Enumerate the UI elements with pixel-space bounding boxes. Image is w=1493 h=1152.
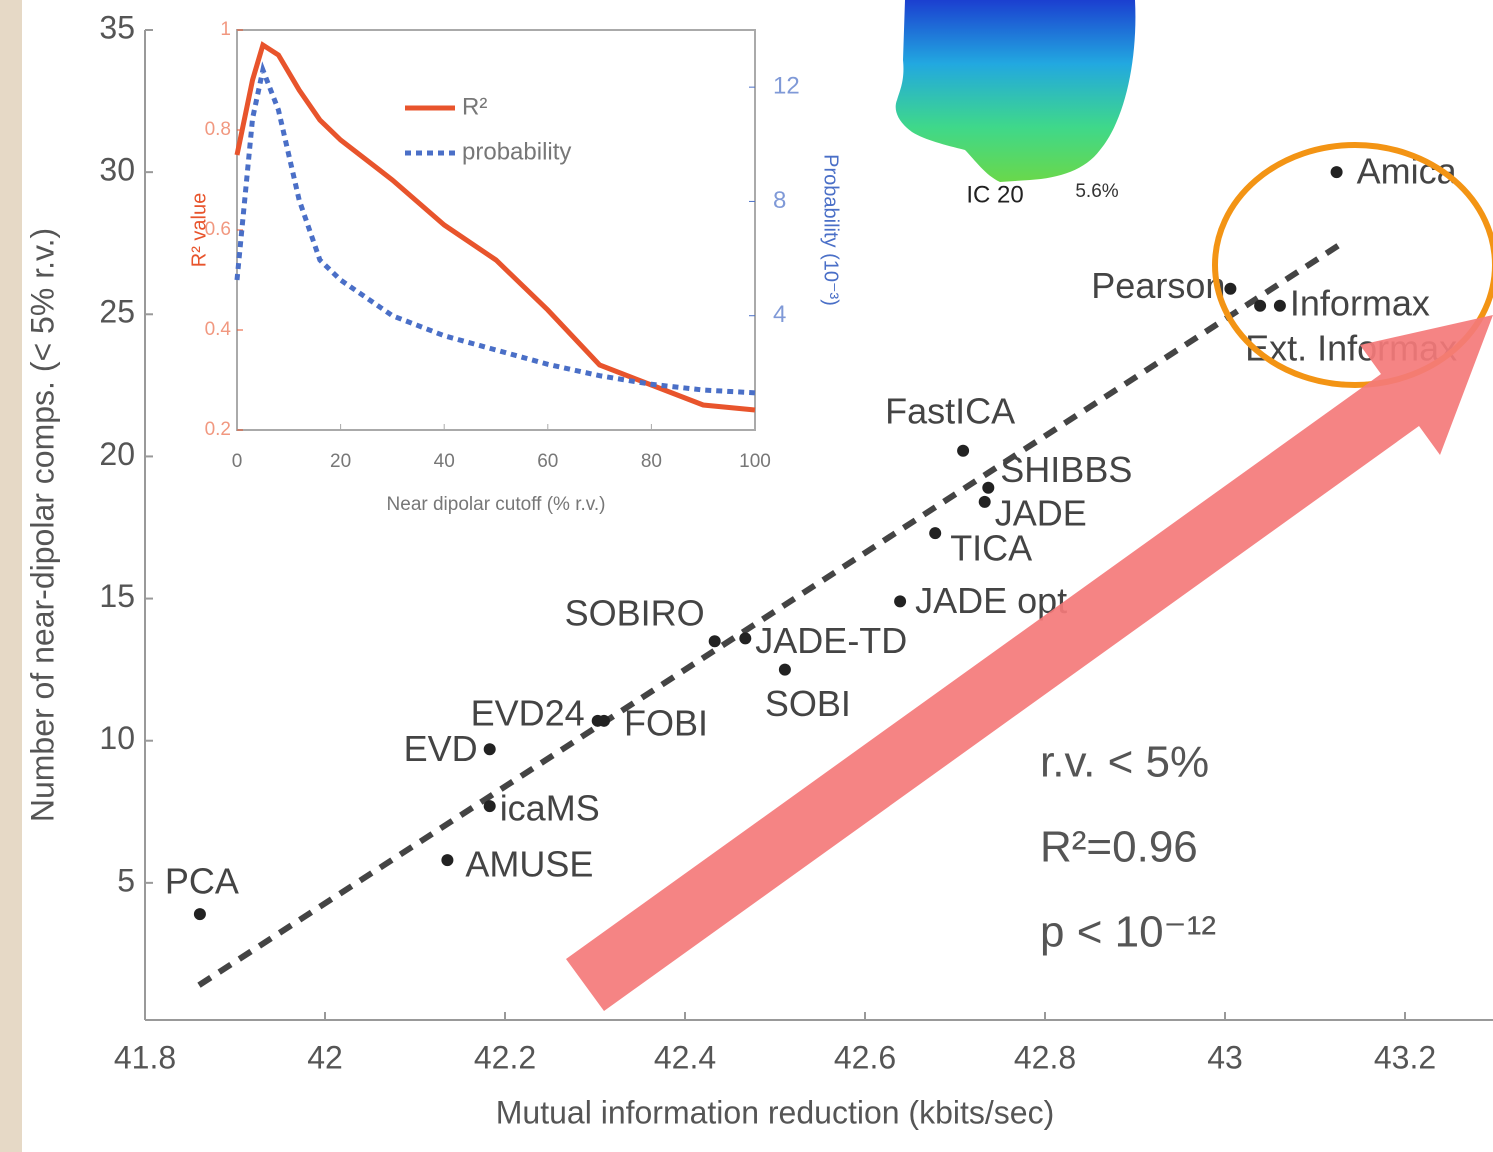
- point-label: EVD24: [471, 692, 585, 733]
- x-tick-label: 42.6: [834, 1039, 896, 1075]
- point-label: AMUSE: [465, 844, 593, 885]
- y-tick-label: 0.4: [205, 319, 232, 340]
- legend-label: R²: [462, 93, 487, 120]
- x-tick-label: 40: [434, 451, 455, 472]
- highlight-circle: [1212, 142, 1493, 388]
- x-tick-label: 100: [739, 451, 771, 472]
- data-point: [1330, 166, 1343, 179]
- x-tick-label: 20: [330, 451, 351, 472]
- data-point: [1254, 299, 1267, 312]
- x-tick-label: 42.4: [654, 1039, 716, 1075]
- point-label: FOBI: [624, 702, 708, 743]
- y-axis-label: R² value: [188, 193, 210, 267]
- series-line: [234, 61, 756, 396]
- x-axis-label: Near dipolar cutoff (% r.v.): [387, 494, 606, 515]
- y-tick-label: 15: [99, 578, 135, 614]
- y2-axis-label: Probability (10⁻³): [820, 154, 842, 306]
- y-tick-label: 0.6: [205, 219, 231, 240]
- point-label: EVD: [404, 728, 478, 769]
- stats-annotation: R²=0.96: [1040, 823, 1198, 872]
- series-line: [234, 41, 756, 413]
- data-point: [982, 481, 995, 494]
- data-point: [739, 632, 752, 645]
- y-tick-label: 0.8: [205, 119, 231, 140]
- y-tick-label: 30: [99, 152, 135, 188]
- y2-tick-label: 12: [773, 72, 800, 99]
- point-label: PCA: [165, 861, 239, 902]
- y2-tick-label: 8: [773, 187, 786, 214]
- x-tick-label: 42.8: [1014, 1039, 1076, 1075]
- y-tick-label: 25: [99, 294, 135, 330]
- x-tick-label: 0: [232, 451, 243, 472]
- head-map: IC 20 5.6%: [895, 0, 1136, 208]
- variance-label: 5.6%: [1075, 181, 1118, 202]
- point-label: JADE-TD: [755, 620, 907, 661]
- data-point: [193, 908, 206, 921]
- point-label: TICA: [950, 528, 1032, 569]
- data-point: [894, 595, 907, 608]
- y-tick-label: 1: [220, 19, 231, 40]
- point-label: FastICA: [885, 390, 1015, 431]
- x-tick-label: 80: [641, 451, 662, 472]
- y2-tick-label: 4: [773, 301, 786, 328]
- data-point: [978, 495, 991, 508]
- data-point: [1273, 299, 1286, 312]
- y-tick-label: 35: [99, 9, 135, 45]
- point-label: JADE opt: [915, 580, 1067, 621]
- data-point: [929, 527, 942, 540]
- component-label: IC 20: [966, 181, 1023, 208]
- data-point: [483, 800, 496, 813]
- point-label: Informax: [1290, 282, 1430, 323]
- legend-label: probability: [462, 138, 571, 165]
- y-tick-label: 20: [99, 436, 135, 472]
- data-point: [598, 714, 610, 727]
- data-point: [1224, 282, 1237, 295]
- stats-annotation: r.v. < 5%: [1040, 738, 1209, 787]
- trend-arrow: [566, 315, 1493, 1011]
- x-tick-label: 42.2: [474, 1039, 536, 1075]
- inset-plot: 0 20 40 60 80 100 0.2 0.4 0.6 0.8 1 4 8 12 Near dipola…: [188, 19, 841, 515]
- point-label: SOBI: [765, 683, 851, 724]
- point-label: JADE: [995, 492, 1087, 533]
- main-plot: 41.8 42 42.2 42.4 42.6 42.8 43 43.2510152025303…: [24, 9, 1493, 1130]
- x-tick-label: 60: [537, 451, 558, 472]
- x-axis-label: Mutual information reduction (kbits/sec): [496, 1094, 1054, 1130]
- x-tick-label: 43: [1207, 1039, 1243, 1075]
- y-tick-label: 0.2: [205, 419, 231, 440]
- y-tick-label: 5: [117, 862, 135, 898]
- y-axis-label: Number of near-dipolar comps. (< 5% r.v.…: [24, 228, 60, 822]
- point-label: SOBIRO: [565, 593, 705, 634]
- x-tick-label: 42: [307, 1039, 343, 1075]
- data-point: [441, 854, 454, 867]
- x-tick-label: 41.8: [114, 1039, 176, 1075]
- head-shape: [895, 0, 1136, 182]
- inset-frame: [236, 29, 756, 431]
- data-point: [778, 663, 791, 676]
- point-label: icaMS: [500, 788, 600, 829]
- x-tick-label: 43.2: [1374, 1039, 1436, 1075]
- data-point: [957, 444, 970, 457]
- point-label: Pearson: [1091, 265, 1225, 306]
- data-point: [483, 743, 496, 756]
- stats-annotation: p < 10⁻¹²: [1040, 908, 1216, 957]
- fit-line: [197, 240, 1344, 988]
- y-tick-label: 10: [99, 720, 135, 756]
- point-label: SHIBBS: [1000, 449, 1132, 490]
- data-point: [708, 635, 721, 648]
